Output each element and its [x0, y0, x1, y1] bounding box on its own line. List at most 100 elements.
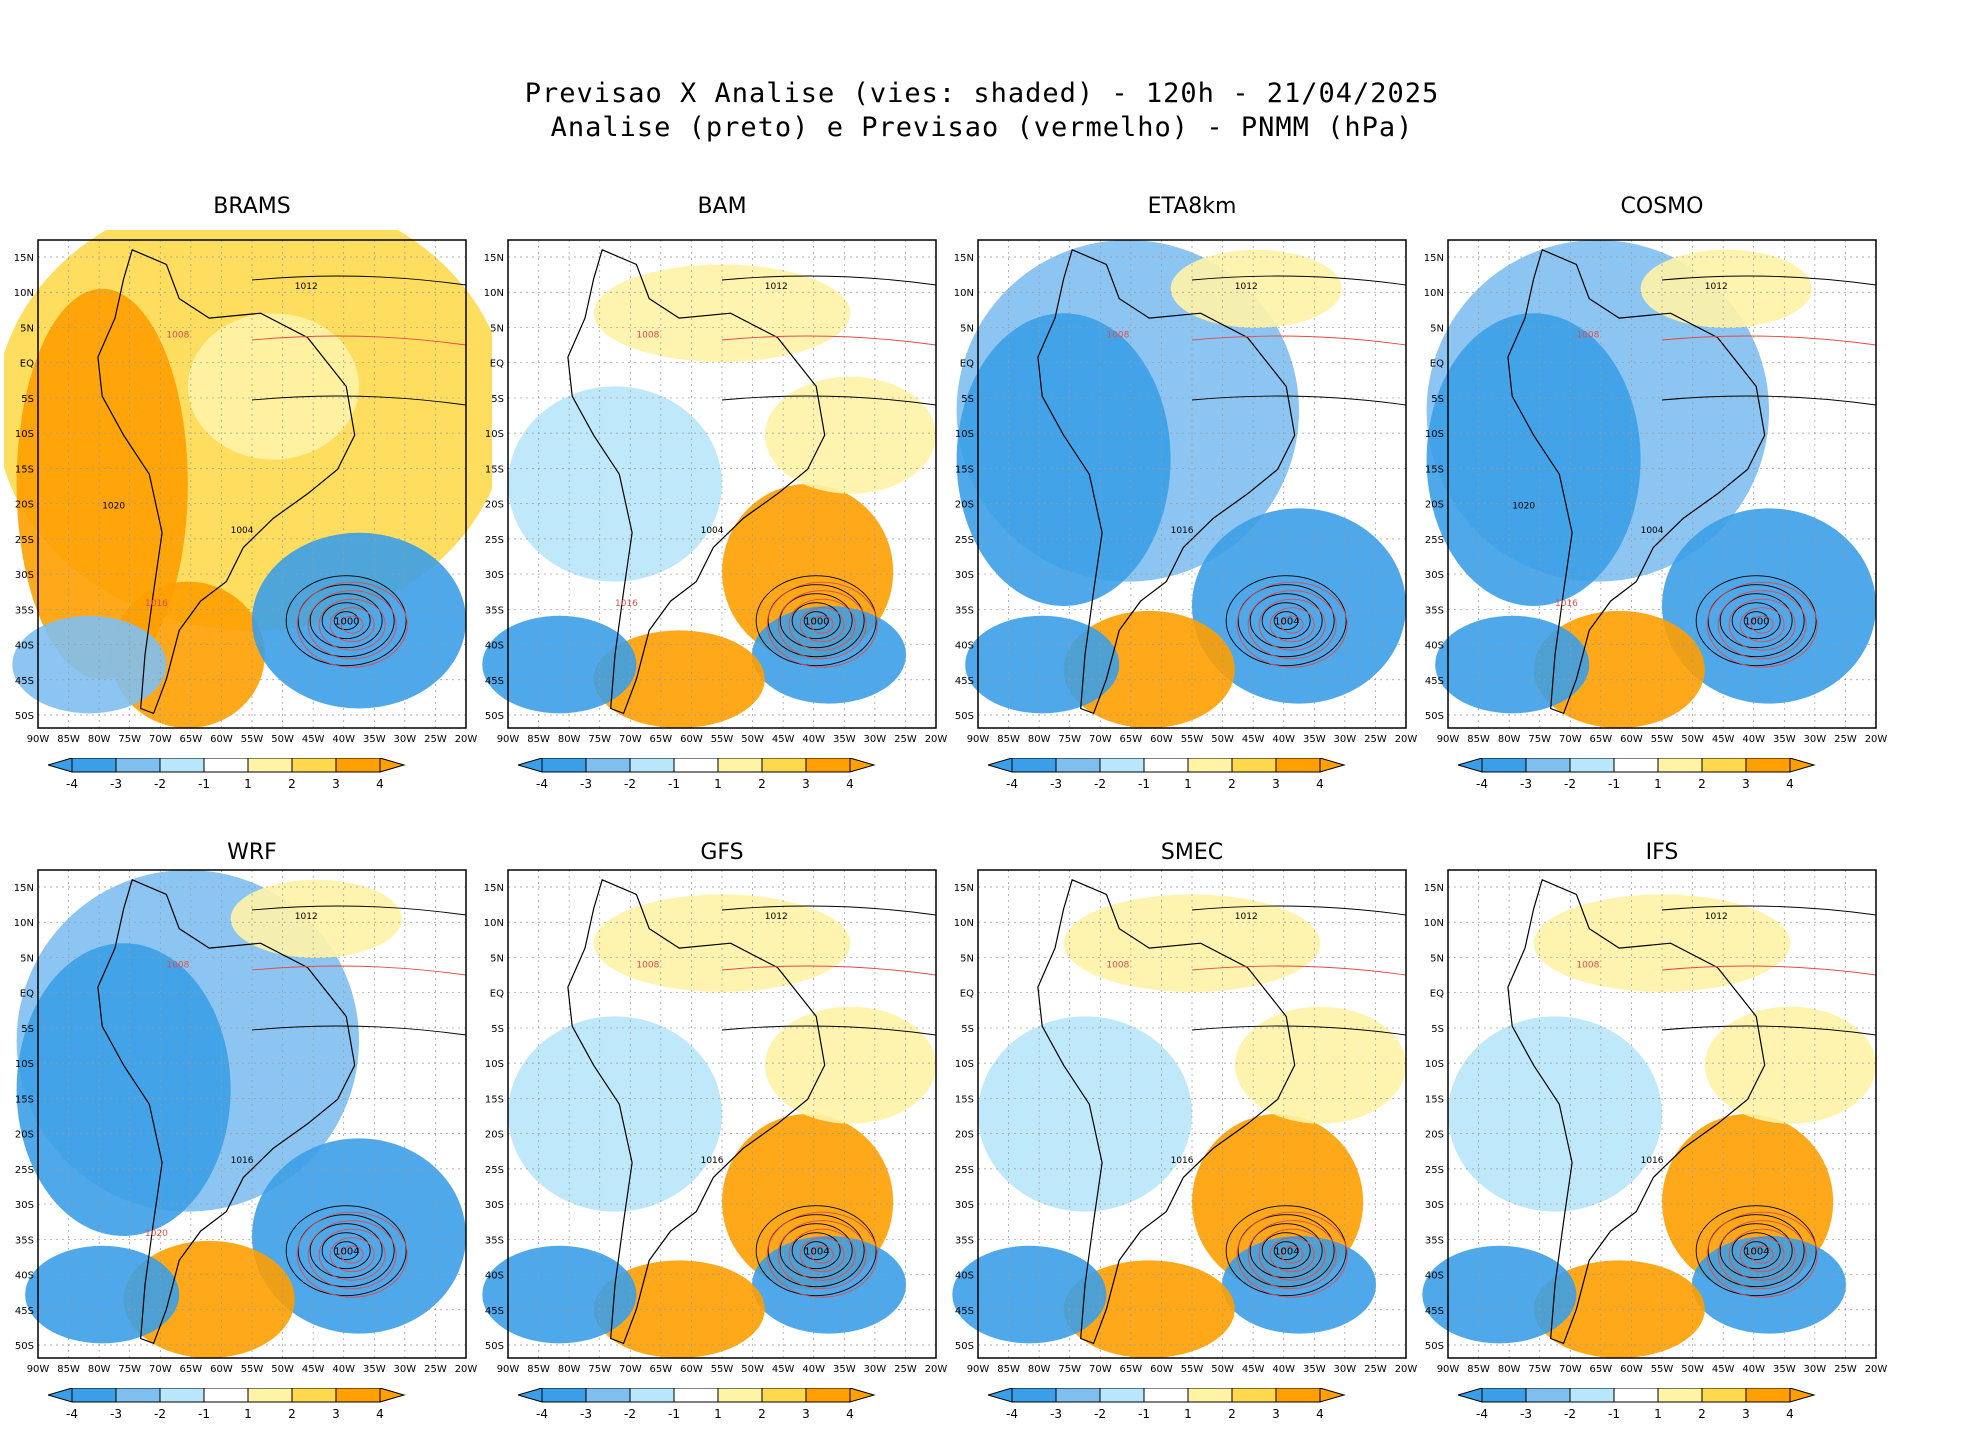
colorbar-tick: -4 [1006, 777, 1018, 791]
lon-label: 85W [1467, 734, 1490, 745]
lat-label: 5S [21, 1024, 34, 1035]
lat-label: EQ [960, 989, 974, 1000]
colorbar-tick: -2 [1094, 1407, 1106, 1421]
colorbar-tick: -3 [1520, 1407, 1532, 1421]
lat-label: 10S [15, 1059, 34, 1070]
lat-label: 25S [1425, 1165, 1444, 1176]
lon-label: 30W [1334, 734, 1357, 745]
lon-label: 90W [1437, 1364, 1460, 1375]
lat-label: 40S [955, 1271, 974, 1282]
map-panel-cosmo: 1000 1012 1008 1004 1016 1020 15N 10N 5N EQ 5S 10S 1… [1424, 239, 1888, 745]
contour-label: 1008 [1106, 961, 1129, 971]
colorbar-tick: 2 [288, 1407, 296, 1421]
lat-label: 45S [15, 676, 34, 687]
lat-label: 20S [15, 500, 34, 511]
lat-label: 25S [485, 535, 504, 546]
continent-outline [97, 248, 356, 715]
lat-label: 15S [1425, 1094, 1444, 1105]
lat-label: 20S [1425, 500, 1444, 511]
lon-label: 45W [1242, 1364, 1265, 1375]
colorbar-tick: -2 [154, 777, 166, 791]
lat-label: 45S [485, 1306, 504, 1317]
contour-label-low: 1004 [1274, 1247, 1299, 1258]
contour-label: 1016 [1555, 599, 1578, 609]
lat-label: 30S [1425, 1200, 1444, 1211]
contour-label: 1012 [765, 282, 788, 292]
contour-label: 1012 [295, 282, 318, 292]
lon-label: 20W [1865, 734, 1888, 745]
contour-label: 1012 [1235, 282, 1258, 292]
lon-label: 70W [1559, 1364, 1582, 1375]
lon-label: 65W [1590, 1364, 1613, 1375]
lat-label: 30S [955, 1200, 974, 1211]
lon-label: 60W [210, 1364, 233, 1375]
lon-label: 55W [1651, 1364, 1674, 1375]
lat-label: 10N [14, 918, 34, 929]
lon-label: 80W [1498, 734, 1521, 745]
colorbar-bam: -4 -3 -2 -1 1 2 3 4 [518, 758, 876, 791]
colorbar-tick: -2 [1564, 777, 1576, 791]
lon-label: 20W [1395, 734, 1418, 745]
colorbar-tick: -4 [1006, 1407, 1018, 1421]
colorbar-tick: 2 [758, 1407, 766, 1421]
colorbar-tick: 1 [244, 1407, 252, 1421]
contour-label-low: 1004 [1274, 617, 1299, 628]
lon-label: 70W [619, 734, 642, 745]
lat-label: 10N [484, 288, 504, 299]
lat-label: 15S [955, 1094, 974, 1105]
lon-label: 85W [997, 1364, 1020, 1375]
colorbar-tick: 3 [1742, 1407, 1750, 1421]
contour-label-low: 1000 [334, 617, 359, 628]
lat-label: 5S [961, 394, 974, 405]
continent-outline [567, 248, 826, 715]
colorbar-tick: 3 [1272, 1407, 1280, 1421]
lon-label: 40W [1742, 734, 1765, 745]
colorbar-tick: 2 [1228, 1407, 1236, 1421]
lat-label: 10S [1425, 429, 1444, 440]
lat-label: 20S [485, 1130, 504, 1141]
lon-label: 20W [925, 1364, 948, 1375]
lon-label: 40W [332, 1364, 355, 1375]
colorbar-wrf: -4 -3 -2 -1 1 2 3 4 [48, 1388, 406, 1421]
colorbar-tick: 4 [1316, 777, 1324, 791]
lat-label: 45S [955, 1306, 974, 1317]
lon-label: 55W [711, 1364, 734, 1375]
contour-label: 1004 [231, 526, 254, 536]
lon-label: 25W [894, 1364, 917, 1375]
lat-label: 10S [955, 1059, 974, 1070]
lat-label: 30S [1425, 570, 1444, 581]
lat-label: 15S [1425, 464, 1444, 475]
lat-label: 50S [15, 1341, 34, 1352]
lat-label: 5N [20, 323, 34, 334]
lat-label: 50S [485, 711, 504, 722]
contour-label: 1016 [1171, 526, 1194, 536]
colorbar-tick: -3 [580, 1407, 592, 1421]
lon-label: 35W [363, 1364, 386, 1375]
lat-label: 5N [960, 953, 974, 964]
map-panel-gfs: 1004 1012 1008 1016 15N 10N 5N EQ 5S 10S 15S 20S 25S… [482, 869, 948, 1375]
lon-label: 55W [241, 1364, 264, 1375]
lat-label: 25S [15, 1165, 34, 1176]
lon-label: 90W [497, 1364, 520, 1375]
contour-label: 1008 [636, 331, 659, 341]
lon-label: 60W [1150, 1364, 1173, 1375]
lat-label: 10N [1424, 288, 1444, 299]
lat-label: 25S [15, 535, 34, 546]
lat-label: 25S [485, 1165, 504, 1176]
lon-label: 70W [1559, 734, 1582, 745]
lat-label: 5S [21, 394, 34, 405]
lon-label: 80W [558, 1364, 581, 1375]
map-panel-ifs: 1004 1012 1008 1016 15N 10N 5N EQ 5S 10S 15S 20S 25S… [1422, 869, 1887, 1375]
lat-label: 5N [1430, 953, 1444, 964]
colorbar-tick: -1 [1608, 777, 1620, 791]
lon-label: 40W [802, 1364, 825, 1375]
contour-label: 1012 [1235, 912, 1258, 922]
lat-label: 40S [15, 1271, 34, 1282]
contour-label-low: 1000 [1744, 617, 1769, 628]
map-panel-bam: 1000 1012 1008 1004 1016 15N 10N 5N EQ 5S 10S 15S 20… [482, 239, 947, 745]
lat-label: 35S [15, 1235, 34, 1246]
contour-label: 1012 [765, 912, 788, 922]
lat-label: 10N [954, 918, 974, 929]
lat-label: EQ [1430, 359, 1444, 370]
colorbar-tick: 3 [1742, 777, 1750, 791]
